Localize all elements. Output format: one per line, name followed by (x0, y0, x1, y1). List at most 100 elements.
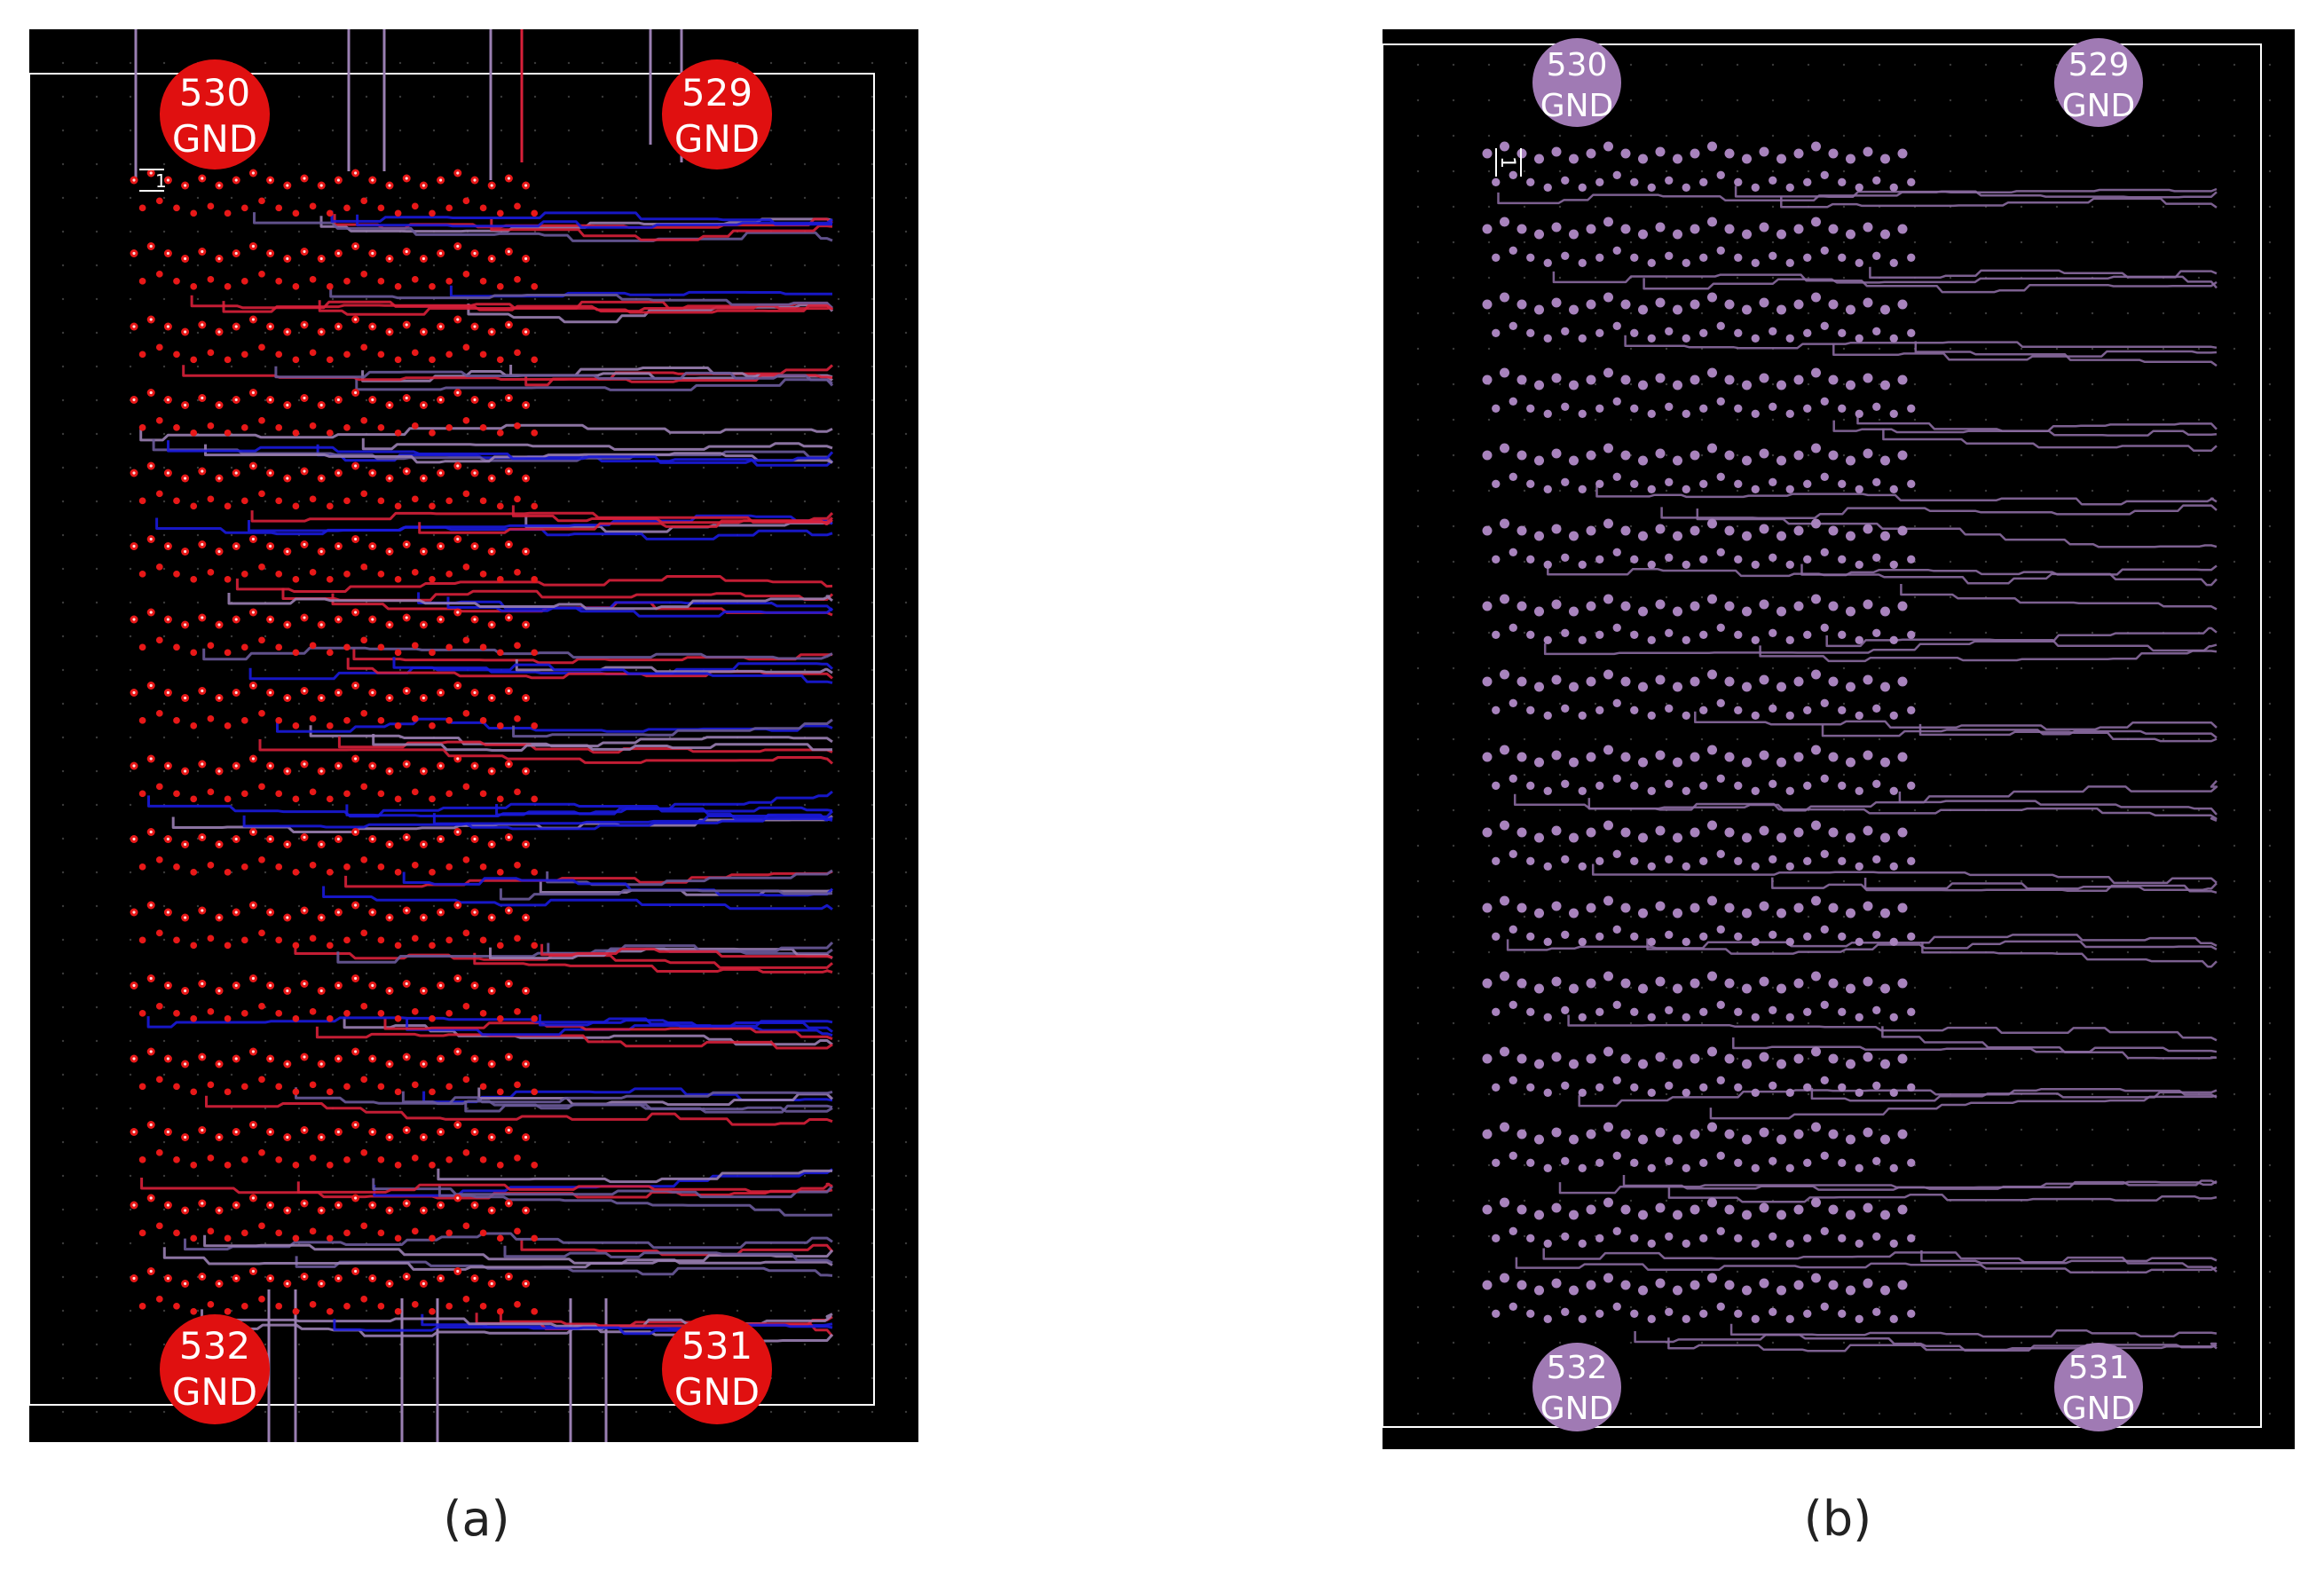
via (1742, 1134, 1752, 1145)
via (1759, 222, 1769, 233)
via (1820, 1151, 1829, 1160)
via (1699, 781, 1708, 790)
via (496, 430, 504, 437)
trace (1832, 420, 2218, 434)
via (1586, 1204, 1596, 1215)
via (1855, 1088, 1863, 1097)
via (1561, 1232, 1570, 1241)
via (1630, 932, 1639, 941)
via (1534, 455, 1544, 466)
pcb-board-a: 530 GND 529 GND 532 GND 531 GND 1 (29, 29, 908, 1442)
via (1838, 781, 1847, 790)
via (1500, 443, 1509, 453)
via (1612, 246, 1621, 255)
via (1603, 367, 1613, 378)
via (275, 1083, 283, 1091)
via (1811, 669, 1821, 680)
via (1638, 1285, 1648, 1296)
via (292, 1234, 300, 1242)
via (1561, 704, 1570, 713)
via (1759, 1278, 1769, 1289)
via (1647, 711, 1656, 720)
via (1612, 397, 1621, 406)
via (1492, 253, 1501, 262)
via (138, 1083, 146, 1091)
via (275, 351, 283, 359)
via (173, 643, 180, 651)
via (411, 1008, 419, 1015)
via (1776, 832, 1786, 843)
via (1665, 477, 1674, 486)
via (1846, 1134, 1855, 1145)
via (1811, 895, 1821, 906)
via (1655, 901, 1666, 911)
via (240, 1156, 248, 1163)
via (1751, 409, 1760, 418)
trace (295, 1087, 833, 1105)
via (394, 1234, 402, 1242)
via (411, 495, 419, 503)
via (514, 788, 521, 796)
via (343, 278, 351, 285)
via (1500, 141, 1509, 152)
via (258, 564, 265, 571)
via (514, 1227, 521, 1235)
via (326, 1015, 334, 1022)
via (429, 795, 436, 803)
via (240, 1010, 248, 1017)
via (1509, 321, 1517, 330)
via (138, 643, 146, 651)
via (1603, 669, 1613, 680)
via (1742, 908, 1752, 919)
via (445, 643, 453, 651)
via (309, 202, 317, 210)
via (1734, 555, 1743, 564)
pad-net: GND (2062, 88, 2136, 124)
via (1716, 925, 1725, 934)
via (1742, 304, 1752, 315)
via (1509, 1226, 1517, 1235)
via (292, 795, 300, 803)
via (1863, 1278, 1873, 1289)
via (138, 497, 146, 505)
via (1872, 1156, 1881, 1165)
via (1517, 676, 1527, 687)
via (1509, 1151, 1517, 1160)
via (1630, 1158, 1639, 1167)
via (138, 717, 146, 724)
via (1630, 177, 1639, 186)
via (1551, 825, 1562, 836)
pin1-marker: 1 (139, 169, 167, 192)
via (1846, 455, 1855, 466)
via (190, 869, 198, 876)
via (1543, 485, 1552, 493)
via (1707, 141, 1717, 152)
via (343, 571, 351, 578)
via (1785, 711, 1794, 720)
via (1785, 334, 1794, 343)
via (360, 271, 368, 278)
via (479, 1303, 487, 1310)
trace (1810, 1087, 2218, 1102)
via (1647, 862, 1656, 871)
via (1872, 1307, 1881, 1316)
via (1595, 1083, 1604, 1092)
via (514, 862, 521, 869)
via (1551, 1052, 1562, 1062)
via (1638, 832, 1648, 843)
via (1630, 1007, 1639, 1016)
via (1561, 1005, 1570, 1014)
via (360, 1296, 368, 1303)
via (1509, 397, 1517, 406)
trace (355, 378, 834, 391)
trace (361, 438, 833, 451)
via (1638, 908, 1648, 919)
via (1578, 334, 1587, 343)
via (240, 643, 248, 651)
via (1863, 222, 1873, 233)
via (1716, 774, 1725, 783)
via (1690, 903, 1700, 913)
via (1655, 448, 1666, 459)
via (173, 278, 180, 285)
trace (1771, 877, 2218, 895)
